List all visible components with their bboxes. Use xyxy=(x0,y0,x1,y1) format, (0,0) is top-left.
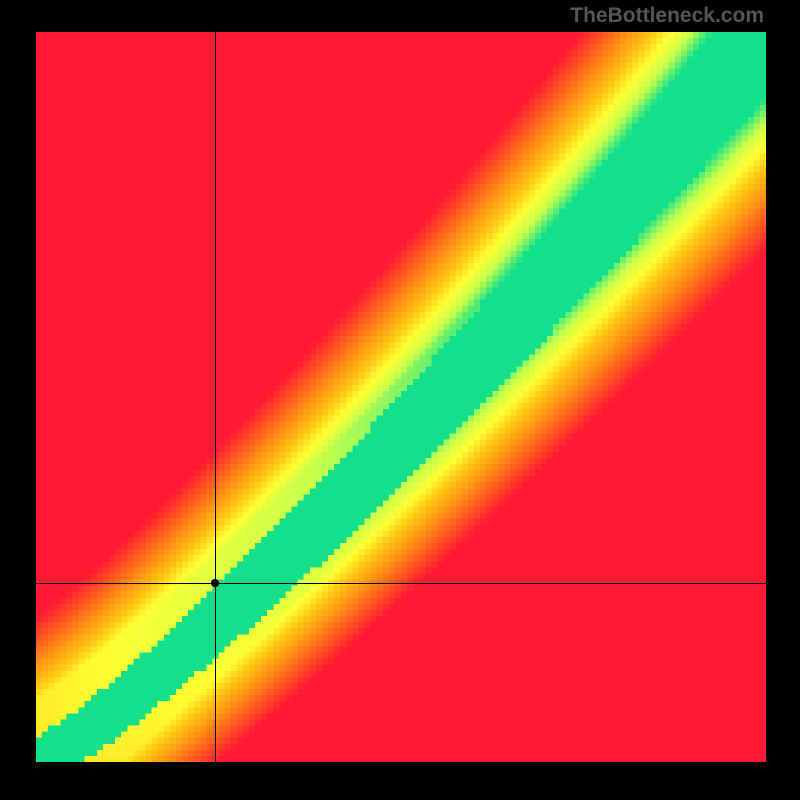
crosshair-point-marker xyxy=(210,578,220,588)
crosshair-horizontal xyxy=(36,583,766,584)
bottleneck-heatmap xyxy=(36,32,766,762)
chart-container: { "type": "heatmap", "watermark": { "tex… xyxy=(0,0,800,800)
crosshair-vertical xyxy=(215,32,216,762)
watermark-text: TheBottleneck.com xyxy=(570,4,764,28)
